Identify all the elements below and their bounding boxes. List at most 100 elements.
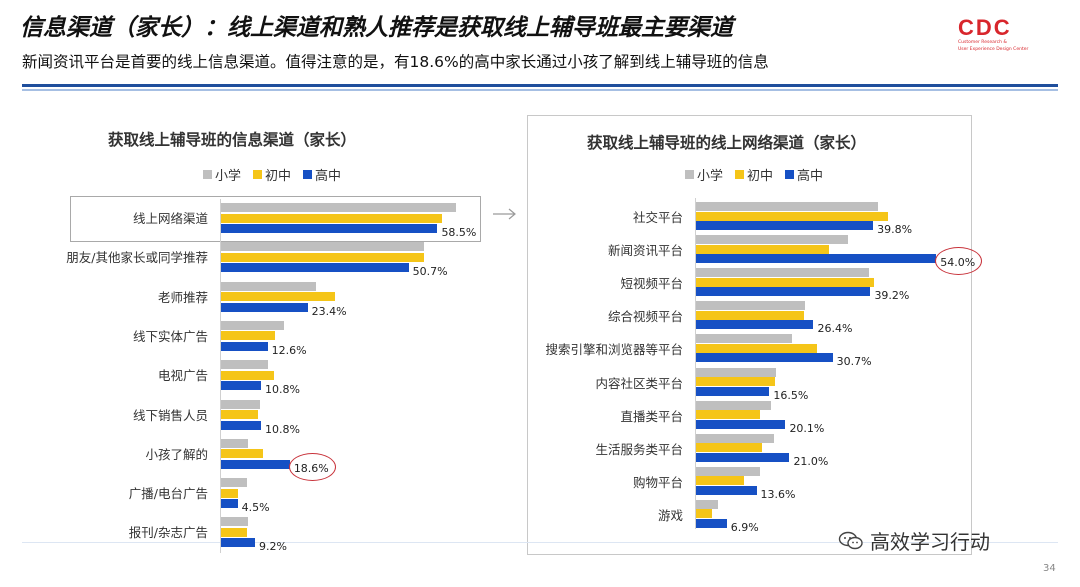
data-label: 30.7% [836, 355, 872, 369]
legend-label: 初中 [265, 169, 292, 184]
bar [221, 499, 238, 509]
page-title: 信息渠道（家长）：线上渠道和熟人推荐是获取线上辅导班最主要渠道 [20, 15, 733, 41]
logo-subtitle-2: User Experience Design Center [958, 47, 1029, 52]
bar [696, 509, 713, 519]
data-label: 4.5% [241, 501, 270, 515]
bar [221, 370, 275, 380]
bar [221, 302, 308, 312]
bar [696, 334, 792, 344]
bar [221, 420, 261, 430]
wechat-icon [838, 531, 863, 549]
category-label: 游戏 [657, 507, 683, 523]
bar [221, 331, 276, 341]
footer-divider [22, 542, 1058, 543]
page-number: 34 [1043, 563, 1056, 574]
legend-swatch [685, 170, 694, 179]
bar [221, 242, 424, 252]
chart-axis [695, 198, 696, 529]
category-label: 新闻资讯平台 [607, 243, 683, 259]
data-label: 20.1% [789, 421, 825, 435]
bar [221, 527, 248, 537]
bar [221, 213, 442, 223]
bar [696, 244, 829, 254]
data-label: 16.5% [773, 388, 809, 402]
legend-label: 小学 [697, 169, 724, 184]
page-subtitle: 新闻资讯平台是首要的线上信息渠道。值得注意的是，有18.6%的高中家长通过小孩了… [22, 53, 769, 71]
logo-subtitle-1: Customer Research & [958, 40, 1007, 45]
header-divider-light [22, 89, 1058, 91]
bar [696, 353, 833, 363]
bar [221, 203, 456, 212]
data-label: 50.7% [412, 265, 448, 279]
bar [696, 310, 805, 320]
bar [696, 443, 763, 453]
bar [221, 538, 256, 548]
category-label: 购物平台 [632, 474, 683, 490]
category-label: 小孩了解的 [145, 446, 208, 462]
highlight-circle [935, 247, 983, 276]
bar [221, 281, 316, 291]
chart-title: 获取线上辅导班的信息渠道（家长） [108, 131, 357, 149]
bar [696, 518, 727, 528]
data-label: 10.8% [264, 383, 300, 397]
legend-swatch [785, 170, 795, 179]
bar [696, 386, 770, 396]
highlight-circle [288, 452, 336, 481]
legend-label: 高中 [797, 169, 824, 184]
category-label: 社交平台 [632, 210, 683, 225]
bar [221, 449, 264, 459]
bar [221, 478, 247, 488]
legend-item: 初中 [253, 165, 291, 184]
cdc-logo: CDC Customer Research & User Experience … [958, 17, 1058, 58]
bar [221, 459, 290, 469]
chart-legend: 小学 初中 高中 [203, 165, 341, 184]
bar [696, 476, 745, 486]
data-label: 13.6% [760, 487, 796, 501]
bar [221, 341, 268, 351]
legend-swatch [735, 170, 745, 179]
data-label: 26.4% [817, 322, 853, 336]
bar [696, 320, 814, 330]
bar [696, 452, 790, 462]
category-label: 线下销售人员 [132, 407, 208, 423]
category-label: 线下实体广告 [132, 328, 208, 344]
bar [696, 221, 874, 230]
bar [696, 400, 772, 410]
category-label: 短视频平台 [620, 276, 683, 292]
chart-axis [220, 199, 221, 553]
data-label: 39.8% [877, 223, 913, 236]
bar [696, 419, 786, 429]
data-label: 6.9% [730, 520, 759, 534]
category-label: 内容社区类平台 [595, 375, 683, 391]
bar [696, 254, 937, 264]
data-label: 23.4% [311, 304, 347, 318]
right-chart-frame [527, 115, 972, 555]
bar [696, 466, 760, 476]
bar [696, 377, 775, 386]
bar [221, 263, 409, 273]
category-label: 报刊/杂志广告 [128, 525, 208, 541]
category-label: 老师推荐 [157, 289, 208, 305]
header-divider [22, 84, 1058, 87]
bar [221, 410, 259, 419]
legend-item: 高中 [303, 165, 341, 184]
bar [696, 367, 776, 377]
bar [221, 320, 285, 330]
category-label: 直播类平台 [620, 408, 683, 424]
bar [221, 292, 335, 302]
legend-swatch [303, 170, 313, 179]
legend-item: 小学 [203, 165, 241, 184]
bar [696, 485, 757, 495]
bar [696, 235, 849, 245]
bar [696, 301, 806, 311]
data-label: 58.5% [441, 226, 477, 239]
chart-legend: 小学 初中 高中 [685, 165, 823, 184]
data-label: 12.6% [271, 343, 307, 357]
bar [696, 433, 774, 443]
bar [221, 252, 425, 262]
legend-item: 高中 [785, 165, 823, 184]
category-label: 线上网络渠道 [132, 211, 208, 226]
legend-label: 初中 [747, 169, 774, 184]
bar [696, 499, 719, 509]
bar [221, 360, 269, 370]
